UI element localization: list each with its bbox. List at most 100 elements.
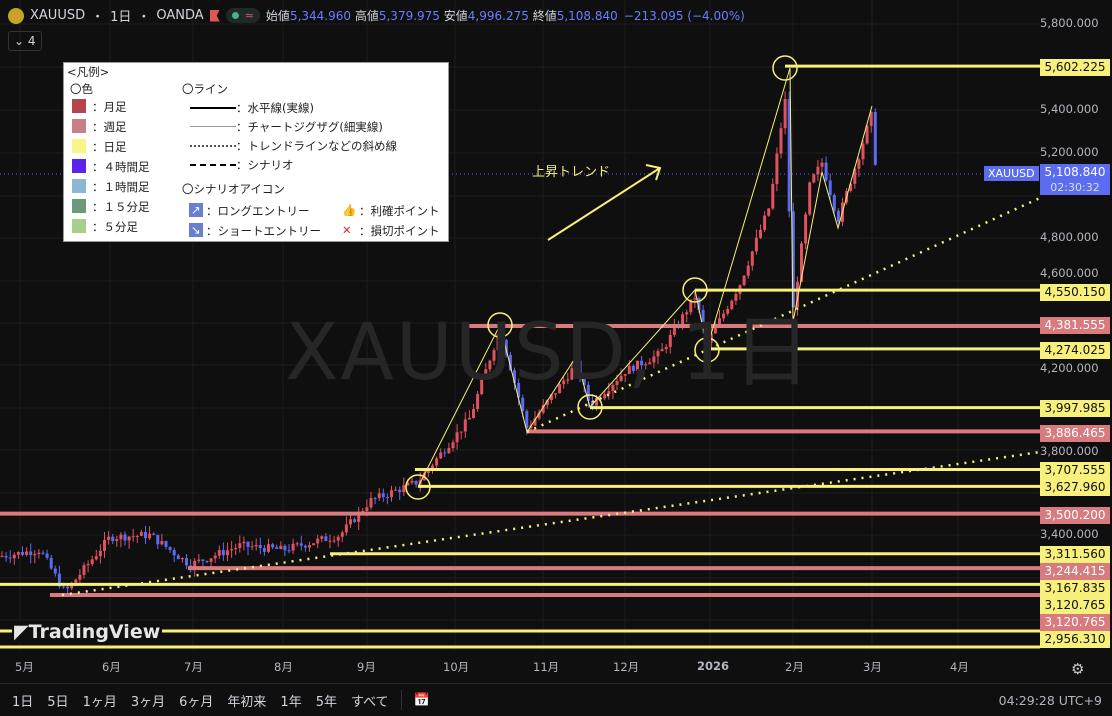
price-level-label: 3,167.835 [1040, 580, 1110, 597]
candle-body [549, 394, 553, 401]
red-x-icon: ✕ [342, 223, 352, 237]
candle-body [164, 541, 168, 547]
interval[interactable]: 1日 [110, 10, 132, 25]
candle-body [213, 555, 217, 559]
range-button[interactable]: 1年 [280, 694, 302, 710]
settings-icon[interactable]: ⚙ [1071, 660, 1085, 678]
time-axis-tick: 4月 [950, 660, 969, 674]
candle-body [451, 442, 455, 449]
legend-icon-label: ：利確ポイント [359, 204, 440, 218]
candle-body [344, 524, 348, 533]
range-button[interactable]: 1ヶ月 [82, 694, 117, 710]
chevron-down-icon: ⌄ [14, 34, 28, 48]
candle-body [652, 356, 656, 363]
candle-body [234, 547, 238, 550]
candle-body [414, 480, 418, 485]
date-range-icon[interactable]: 📅 [413, 692, 430, 708]
wave-icon: ≈ [244, 9, 254, 22]
candle-body [513, 370, 516, 383]
candle-body [185, 558, 188, 566]
candle-body [349, 519, 352, 525]
price-level-label: 3,997.985 [1040, 400, 1110, 417]
candle-body [484, 369, 488, 380]
candle-body [709, 333, 713, 343]
candle-body [385, 496, 389, 498]
candle-body [139, 532, 143, 536]
flag-icon[interactable] [209, 9, 220, 22]
range-button[interactable]: 3ヶ月 [130, 694, 166, 710]
time-axis-tick: 9月 [357, 660, 376, 674]
candle-body [648, 362, 652, 365]
range-button[interactable]: 5年 [315, 694, 337, 710]
candle-body [402, 485, 406, 493]
price-axis-tick: 4,600.000 [1040, 266, 1099, 280]
candle-body [574, 360, 578, 369]
color-swatch [72, 99, 86, 113]
candle-body [205, 561, 209, 563]
range-button[interactable]: 6ヶ月 [179, 694, 214, 710]
candle-body [37, 552, 41, 554]
range-button[interactable]: すべて [350, 694, 389, 710]
time-axis-tick: 6月 [102, 660, 121, 674]
indicators-toggle[interactable]: ⌄ 4 [8, 31, 42, 51]
range-button[interactable]: 1日 [12, 694, 34, 710]
legend-line-label: ：水平線(実線) [236, 101, 314, 115]
symbol[interactable]: XAUUSD [30, 8, 86, 23]
clock[interactable]: 04:29:28 UTC+9 [998, 692, 1102, 708]
candle-body [439, 452, 443, 459]
current-price-label: 5,108.840 02:30:32 [1040, 164, 1110, 195]
candle-body [849, 183, 853, 191]
candle-body [541, 405, 545, 413]
price-axis-tick: 3,800.000 [1040, 444, 1099, 458]
range-button[interactable]: 5日 [47, 694, 69, 710]
color-swatch [72, 179, 86, 193]
legend-color-label: ：１５分足 [92, 200, 150, 214]
time-axis-tick: 7月 [184, 660, 203, 674]
legend-icon-label: ：損切ポイント [359, 224, 440, 238]
candle-body [287, 550, 291, 552]
candle-body [496, 333, 500, 351]
candle-body [230, 549, 234, 551]
candle-body [16, 551, 20, 555]
candle-body [861, 143, 865, 160]
candle-body [631, 365, 635, 372]
candle-body [21, 551, 24, 555]
candle-body [545, 400, 549, 406]
legend-line-label: ：シナリオ [236, 158, 294, 172]
candle-body [726, 308, 730, 314]
candle-body [824, 162, 828, 181]
candle-body [615, 381, 619, 385]
range-button[interactable]: 年初来 [227, 694, 267, 710]
candle-body [152, 533, 156, 535]
candle-body [373, 498, 377, 500]
candle-body [115, 539, 119, 541]
candle-body [578, 360, 582, 379]
candle-body [554, 393, 557, 395]
price-level-label: 3,244.415 [1040, 563, 1110, 580]
market-status[interactable]: ≈ [225, 8, 260, 23]
chart-header: XAUUSD ・ 1日・ OANDA ≈ 始値5,344.960 高値5,379.97… [8, 6, 745, 25]
candle-body [271, 544, 275, 548]
candle-body [730, 300, 734, 309]
candle-body [295, 543, 299, 545]
candle-body [197, 559, 201, 561]
candle-body [45, 553, 49, 558]
candle-body [320, 536, 324, 539]
legend-lines-title: 〇ライン [182, 82, 228, 96]
candle-body [4, 556, 8, 558]
candle-body [488, 360, 492, 370]
candle-body [701, 309, 705, 327]
pivot-circle [577, 394, 603, 420]
candle-body [467, 418, 471, 420]
candle-body [41, 552, 45, 554]
candle-body [217, 550, 221, 556]
legend-line-label: ：トレンドラインなどの斜め線 [236, 139, 397, 153]
change: −213.095 (−4.00%) [623, 8, 745, 23]
candle-body [316, 538, 320, 544]
candle-body [537, 412, 541, 419]
legend-icon-label: ：ショートエントリー [206, 224, 321, 238]
line-style-sample [190, 164, 236, 166]
price-level-label: 3,500.200 [1040, 507, 1110, 524]
candle-body [775, 153, 779, 184]
candle-body [820, 162, 824, 167]
